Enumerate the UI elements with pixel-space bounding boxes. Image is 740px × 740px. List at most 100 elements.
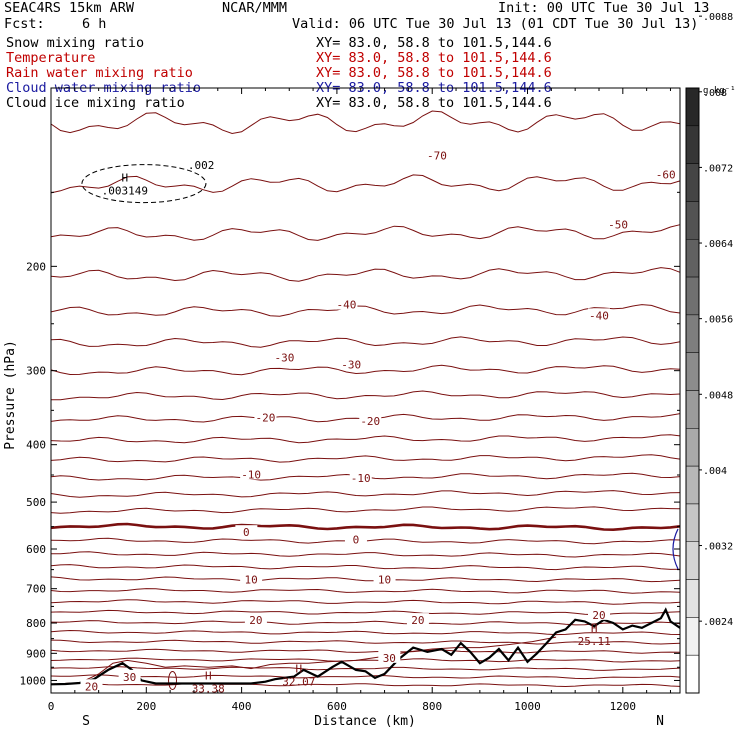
isotherm-line bbox=[50, 657, 681, 663]
x-tick-label: 200 bbox=[136, 700, 156, 713]
colorbar-segment bbox=[685, 163, 700, 202]
field-xy-snow: XY= 83.0, 58.8 to 101.5,144.6 bbox=[316, 35, 552, 51]
maximum-value: 33.38 bbox=[192, 683, 225, 696]
isotherm-line bbox=[50, 110, 681, 135]
contour-label: 30 bbox=[383, 652, 396, 665]
y-tick-label: 800 bbox=[26, 617, 46, 630]
axes: 0 200 400 600 800 1000 12002003004005006007008… bbox=[20, 88, 680, 713]
y-axis-label: Pressure (hPa) bbox=[3, 340, 18, 450]
isotherm-line bbox=[50, 682, 681, 688]
isotherm-line bbox=[50, 551, 681, 558]
x-tick-label: 400 bbox=[232, 700, 252, 713]
colorbar-tick-label: .0024 bbox=[703, 617, 733, 628]
isotherm-line bbox=[50, 588, 681, 594]
contour-label-bg bbox=[378, 650, 401, 663]
contour-label: 20 bbox=[249, 614, 262, 627]
contour-label: -30 bbox=[341, 359, 361, 372]
isotherm-line bbox=[50, 490, 681, 498]
contour-label-bg bbox=[118, 669, 141, 682]
contour-label: -10 bbox=[351, 472, 371, 485]
x-axis-label: Distance (km) bbox=[314, 714, 416, 729]
contour-label: -30 bbox=[275, 351, 295, 364]
isotherm-line bbox=[50, 666, 681, 671]
contour-label-bg bbox=[80, 679, 103, 692]
forecast-hour: 6 h bbox=[82, 16, 107, 32]
contour-label-bg bbox=[240, 467, 263, 480]
contour-label-bg bbox=[406, 613, 429, 626]
colorbar-frame bbox=[685, 87, 700, 694]
y-tick-label: 1000 bbox=[20, 674, 47, 687]
maximum-marker: H bbox=[122, 172, 129, 185]
maximum-marker: H bbox=[205, 670, 212, 683]
isotherm-line bbox=[50, 506, 681, 514]
colorbar-segment bbox=[685, 239, 700, 278]
contour-label-bg bbox=[240, 572, 263, 585]
y-tick-label: 900 bbox=[26, 647, 46, 660]
colorbar-segment bbox=[685, 465, 700, 505]
ice-mixing-ratio-contour bbox=[81, 164, 207, 204]
contour-label: 20 bbox=[411, 614, 424, 627]
contour-label-bg bbox=[654, 167, 677, 180]
colorbar-tick-label: .0048 bbox=[703, 390, 733, 401]
colorbar-tick-label: .0072 bbox=[703, 163, 733, 174]
isotherm-line bbox=[50, 336, 681, 348]
contour-label-bg bbox=[349, 470, 372, 483]
contour-label-bg bbox=[587, 308, 610, 321]
isotherm-line bbox=[50, 629, 681, 636]
colorbar-segment bbox=[685, 87, 700, 127]
x-tick-label: 1000 bbox=[514, 700, 541, 713]
terrain-line bbox=[50, 607, 681, 686]
y-tick-label: 400 bbox=[26, 439, 46, 452]
field-xy-cloud-ice: XY= 83.0, 58.8 to 101.5,144.6 bbox=[316, 95, 552, 111]
x-tick-label: 600 bbox=[327, 700, 347, 713]
isotherm-line bbox=[50, 609, 681, 616]
plot-frame bbox=[50, 87, 681, 694]
contour-label: 10 bbox=[378, 574, 391, 587]
y-tick-label: 600 bbox=[26, 543, 46, 556]
auxiliary-contours bbox=[79, 164, 679, 690]
contour-label-bg bbox=[587, 607, 610, 620]
init-time: Init: 00 UTC Tue 30 Jul 13 bbox=[498, 0, 710, 16]
contour-label-bg bbox=[425, 148, 448, 161]
contour-label-bg bbox=[340, 357, 363, 370]
model-title: SEAC4RS 15km ARW bbox=[4, 0, 135, 16]
isotherm-line bbox=[50, 267, 681, 282]
y-tick-label: 700 bbox=[26, 583, 46, 596]
colorbar-segment bbox=[685, 125, 700, 164]
contour-label-bg bbox=[344, 532, 367, 545]
contour-label: -20 bbox=[360, 415, 380, 428]
contour-label: 0 bbox=[243, 526, 250, 539]
isotherm-line bbox=[50, 304, 681, 317]
field-xy-temperature: XY= 83.0, 58.8 to 101.5,144.6 bbox=[316, 50, 552, 66]
isotherm-line bbox=[50, 576, 681, 583]
contour-labels: -70 -60 -50 -40 -40 -30 -30 -20 -20 -10 -10 0 0 10 10 2… bbox=[80, 148, 677, 696]
maximum-value: 25.11 bbox=[578, 635, 611, 648]
isotherm-line bbox=[50, 454, 681, 463]
isotherm-line bbox=[50, 522, 681, 532]
colorbar-segment bbox=[685, 201, 700, 240]
isotherm-line bbox=[50, 564, 681, 571]
contour-label-bg bbox=[235, 525, 258, 538]
field-name-rain: Rain water mixing ratio bbox=[6, 65, 193, 81]
x-tick-label: 0 bbox=[48, 700, 55, 713]
forecast-label: Fcst: bbox=[4, 16, 45, 32]
south-end-label: S bbox=[82, 714, 90, 729]
colorbar-segment bbox=[685, 352, 700, 391]
center-label: NCAR/MMM bbox=[222, 0, 288, 16]
isotherm-line bbox=[50, 174, 681, 194]
isotherm-30-line bbox=[79, 636, 557, 684]
maximum-value: 32.07 bbox=[282, 676, 315, 689]
isotherm-line bbox=[50, 648, 681, 654]
colorbar-segment bbox=[685, 617, 700, 656]
contour-label: 30 bbox=[123, 671, 136, 684]
isotherm-closed-loop bbox=[168, 670, 178, 690]
isotherm-line bbox=[50, 599, 681, 605]
field-xy-rain: XY= 83.0, 58.8 to 101.5,144.6 bbox=[316, 65, 552, 81]
colorbar-segment bbox=[685, 428, 700, 467]
colorbar-segment bbox=[685, 579, 700, 618]
contour-label: -40 bbox=[337, 299, 357, 312]
contour-label: 0 bbox=[353, 533, 360, 546]
valid-time: Valid: 06 UTC Tue 30 Jul 13 (01 CDT Tue … bbox=[292, 16, 699, 32]
contour-label: 20 bbox=[592, 609, 605, 622]
